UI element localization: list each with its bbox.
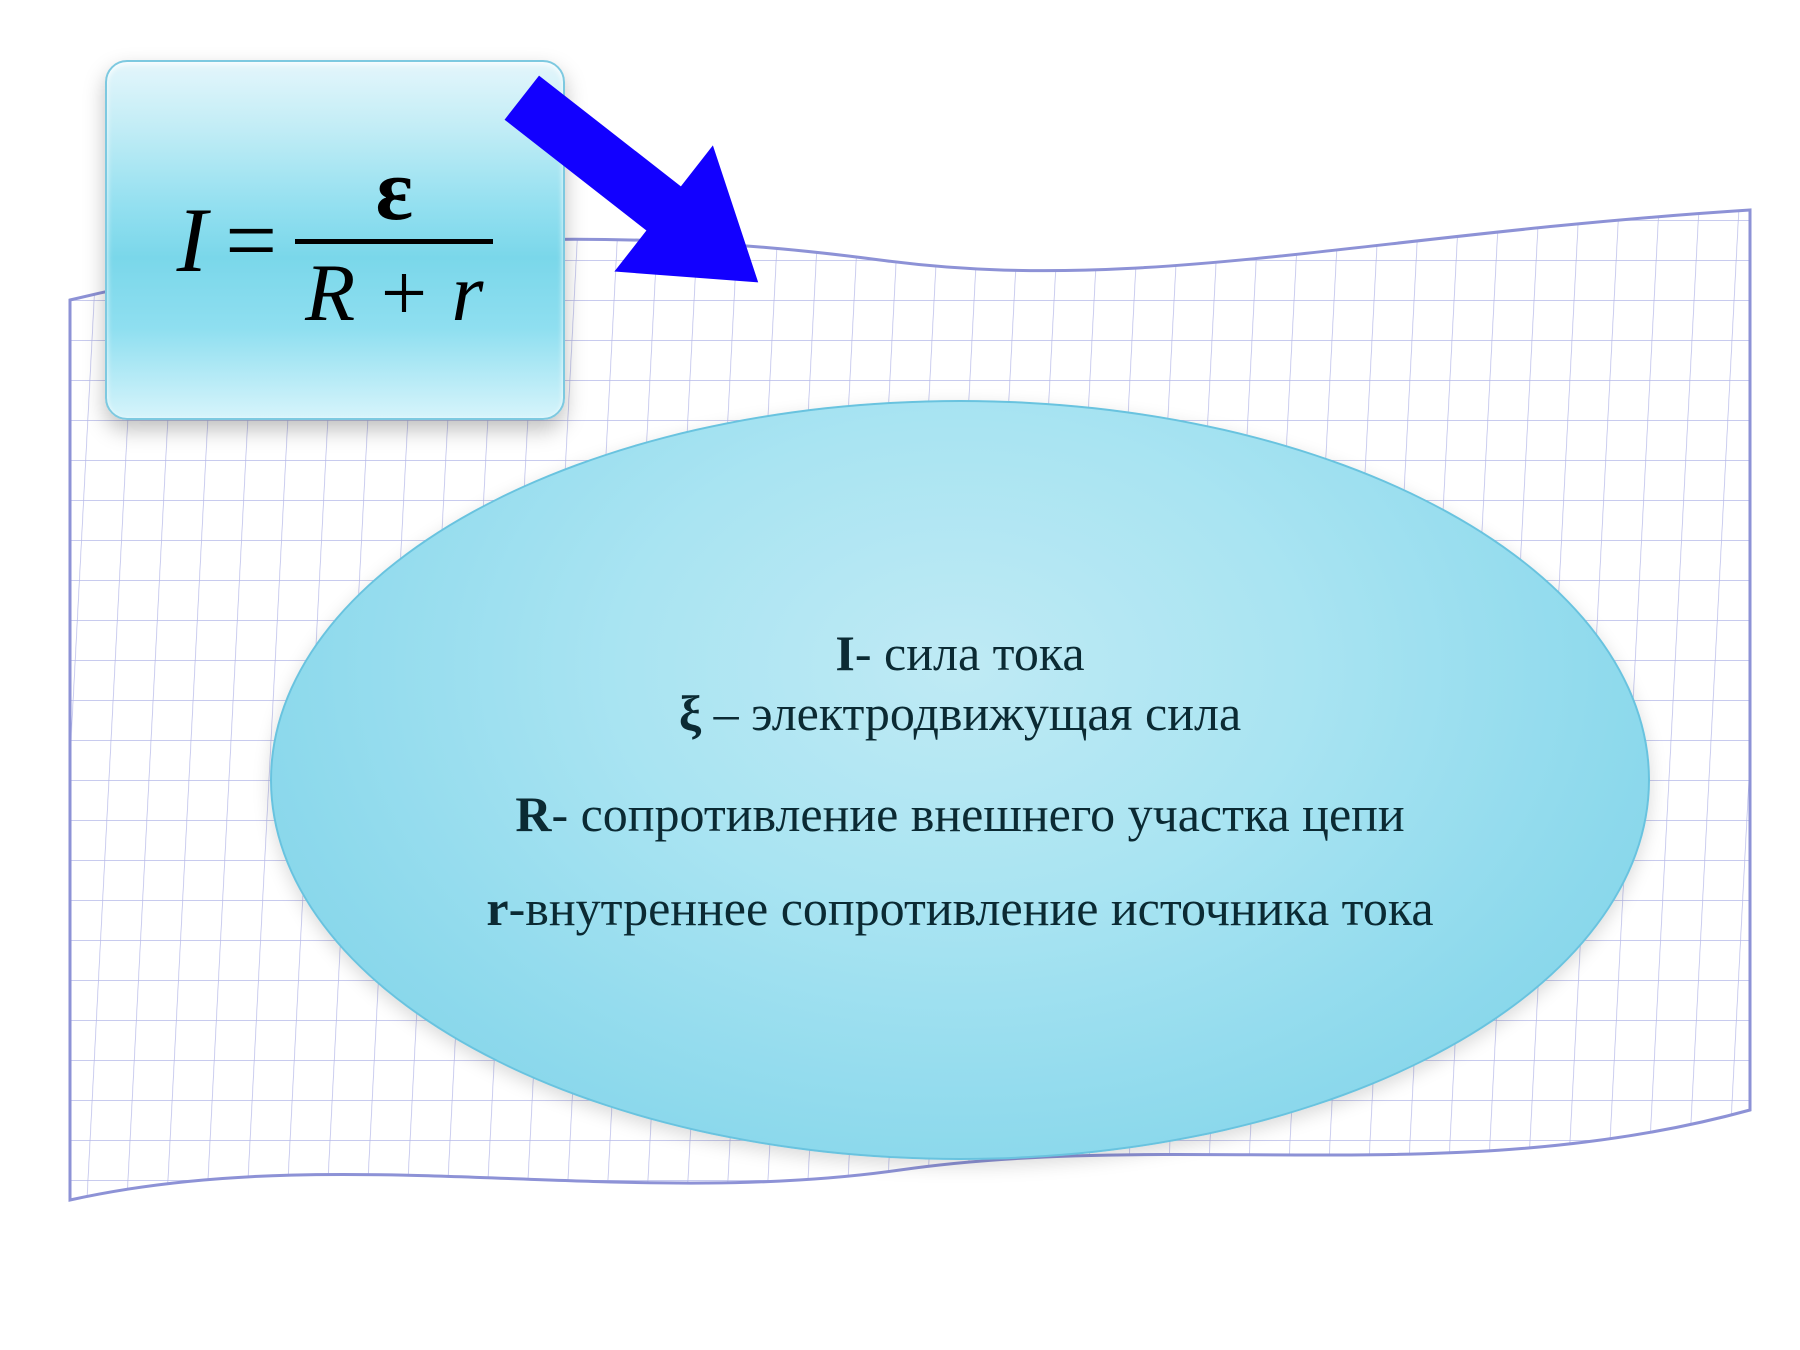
formula-equals: = xyxy=(225,187,277,293)
formula-numerator: ε xyxy=(365,147,423,239)
def-line-r: r-внутреннее сопротивление источника ток… xyxy=(486,879,1433,937)
def-line-xi: ξ – электродвижущая сила xyxy=(679,683,1241,743)
definitions-ellipse: I- сила тока ξ – электродвижущая сила R-… xyxy=(270,400,1650,1160)
formula-lhs: I xyxy=(177,187,208,293)
def-line-R: R- сопротивление внешнего участка цепи xyxy=(515,785,1404,843)
pointer-arrow xyxy=(460,40,820,340)
ohms-law-formula: I = ε R + r xyxy=(177,147,494,334)
def-line-I: I- сила тока xyxy=(835,623,1084,683)
